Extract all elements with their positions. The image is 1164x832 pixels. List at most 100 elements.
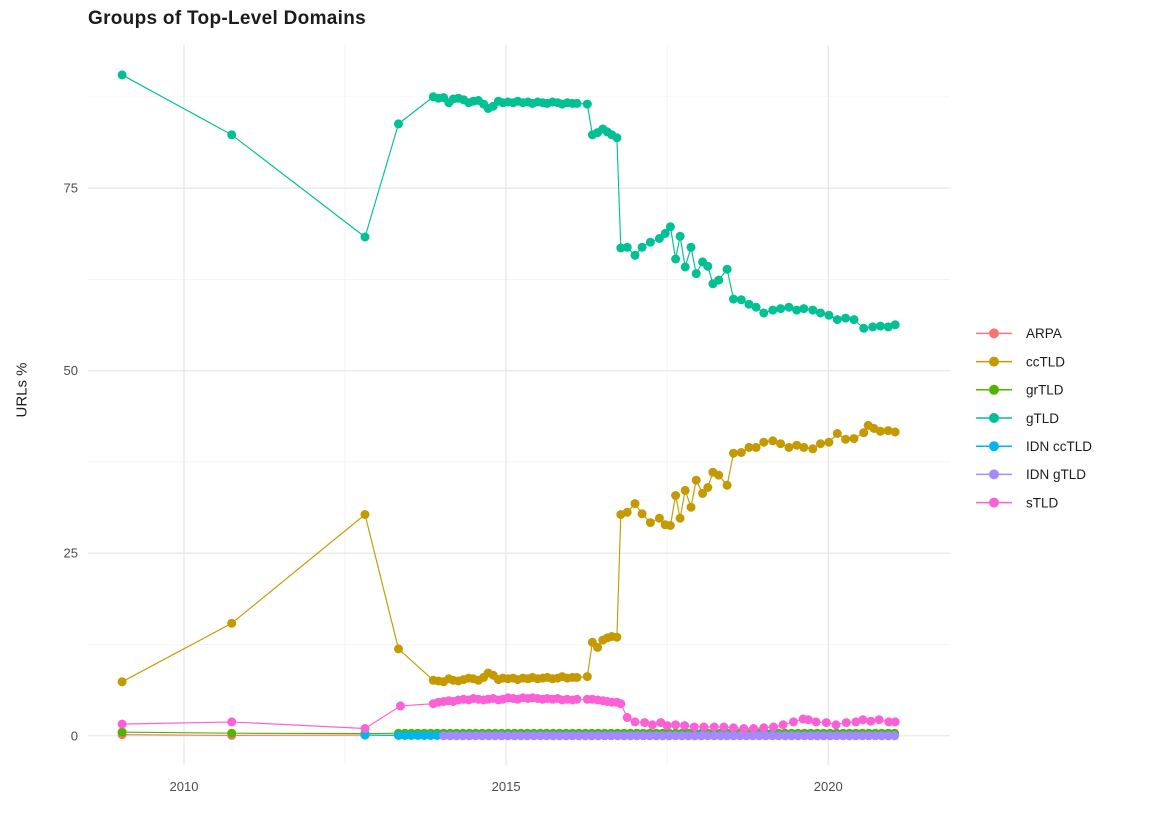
y-tick-label: 0 bbox=[71, 728, 78, 743]
data-point bbox=[671, 720, 680, 729]
data-point bbox=[583, 100, 592, 109]
gridlines bbox=[88, 45, 950, 765]
data-point bbox=[784, 303, 793, 312]
legend-label: grTLD bbox=[1026, 383, 1064, 398]
series-idn-gtld bbox=[439, 731, 899, 740]
data-point bbox=[850, 315, 859, 324]
legend-key-point bbox=[989, 469, 999, 479]
data-point bbox=[638, 509, 647, 518]
legend-label: sTLD bbox=[1026, 495, 1059, 510]
data-point bbox=[573, 99, 582, 108]
data-point bbox=[816, 309, 825, 318]
data-point bbox=[227, 729, 236, 738]
data-point bbox=[631, 717, 640, 726]
data-point bbox=[573, 695, 582, 704]
data-point bbox=[868, 322, 877, 331]
data-point bbox=[799, 443, 808, 452]
data-point bbox=[875, 715, 884, 724]
data-point bbox=[812, 717, 821, 726]
data-point bbox=[833, 429, 842, 438]
data-point bbox=[692, 269, 701, 278]
data-point bbox=[612, 633, 621, 642]
data-point bbox=[859, 715, 868, 724]
data-point bbox=[623, 508, 632, 517]
data-point bbox=[118, 720, 127, 729]
legend-key-point bbox=[989, 441, 999, 451]
legend-item-idn-cctld: IDN ccTLD bbox=[976, 439, 1092, 454]
data-point bbox=[671, 491, 680, 500]
legend-item-stld: sTLD bbox=[976, 495, 1059, 510]
data-point bbox=[714, 276, 723, 285]
legend-key-point bbox=[989, 413, 999, 423]
data-point bbox=[891, 717, 900, 726]
data-point bbox=[646, 518, 655, 527]
data-point bbox=[723, 265, 732, 274]
data-point bbox=[687, 503, 696, 512]
data-point bbox=[759, 438, 768, 447]
data-point bbox=[737, 448, 746, 457]
data-point bbox=[804, 715, 813, 724]
legend-label: IDN gTLD bbox=[1026, 467, 1086, 482]
legend-label: ccTLD bbox=[1026, 354, 1065, 369]
data-point bbox=[361, 724, 370, 733]
data-point bbox=[681, 263, 690, 272]
data-point bbox=[681, 486, 690, 495]
data-point bbox=[824, 311, 833, 320]
data-point bbox=[769, 723, 778, 732]
data-point bbox=[394, 119, 403, 128]
data-point bbox=[692, 476, 701, 485]
y-axis-title: URLs % bbox=[14, 362, 31, 417]
data-point bbox=[361, 510, 370, 519]
data-point bbox=[850, 434, 859, 443]
data-point bbox=[394, 644, 403, 653]
legend-item-arpa: ARPA bbox=[976, 326, 1062, 341]
data-point bbox=[768, 306, 777, 315]
legend-item-grtld: grTLD bbox=[976, 383, 1064, 398]
data-point bbox=[876, 322, 885, 331]
data-point bbox=[737, 295, 746, 304]
data-point bbox=[663, 721, 672, 730]
x-tick-label: 2010 bbox=[170, 779, 199, 794]
data-point bbox=[648, 720, 657, 729]
data-point bbox=[729, 449, 738, 458]
legend-label: ARPA bbox=[1026, 326, 1062, 341]
x-tick-label: 2015 bbox=[492, 779, 521, 794]
legend-label: IDN ccTLD bbox=[1026, 439, 1092, 454]
data-point bbox=[687, 243, 696, 252]
data-point bbox=[776, 439, 785, 448]
data-point bbox=[631, 499, 640, 508]
series-line bbox=[122, 75, 895, 328]
data-point bbox=[719, 723, 728, 732]
data-point bbox=[729, 723, 738, 732]
data-point bbox=[808, 306, 817, 315]
data-point bbox=[396, 701, 405, 710]
data-point bbox=[841, 314, 850, 323]
data-point bbox=[890, 731, 899, 740]
data-point bbox=[638, 243, 647, 252]
legend-label: gTLD bbox=[1026, 411, 1059, 426]
data-point bbox=[361, 233, 370, 242]
data-point bbox=[891, 428, 900, 437]
data-point bbox=[631, 251, 640, 260]
data-point bbox=[612, 133, 621, 142]
legend-key-point bbox=[989, 357, 999, 367]
data-point bbox=[118, 677, 127, 686]
y-tick-label: 75 bbox=[64, 181, 78, 196]
data-point bbox=[676, 232, 685, 241]
data-point bbox=[729, 295, 738, 304]
data-point bbox=[784, 443, 793, 452]
data-point bbox=[776, 304, 785, 313]
data-point bbox=[666, 222, 675, 231]
y-tick-label: 25 bbox=[64, 546, 78, 561]
legend-item-gtld: gTLD bbox=[976, 411, 1059, 426]
data-point bbox=[891, 320, 900, 329]
data-point bbox=[739, 724, 748, 733]
data-point bbox=[824, 438, 833, 447]
data-point bbox=[749, 724, 758, 733]
data-point bbox=[859, 324, 868, 333]
data-point bbox=[759, 309, 768, 318]
legend-key-point bbox=[989, 328, 999, 338]
data-point bbox=[841, 435, 850, 444]
data-point bbox=[816, 439, 825, 448]
data-point bbox=[623, 243, 632, 252]
